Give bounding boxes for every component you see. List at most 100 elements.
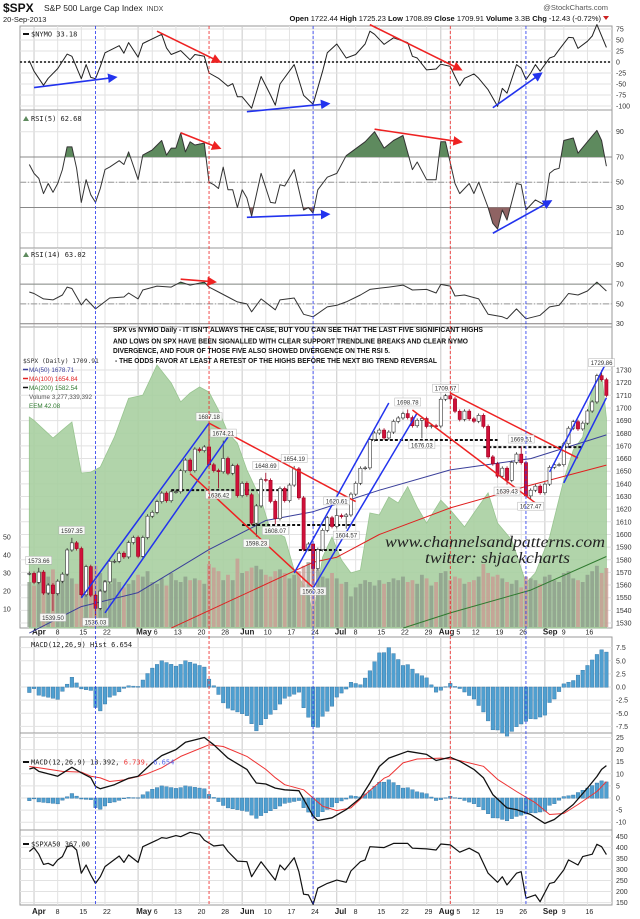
macd-hist-bar-overlay bbox=[244, 797, 249, 812]
macd-hist-bar bbox=[457, 686, 462, 689]
macd-hist-bar bbox=[372, 661, 377, 688]
volume-bar bbox=[490, 576, 495, 627]
y-tick-label: 1710 bbox=[616, 393, 632, 400]
volume-bar bbox=[533, 580, 538, 627]
candle-up bbox=[259, 479, 263, 507]
price-label: 1729.86 bbox=[591, 361, 613, 367]
ma200-line bbox=[402, 556, 607, 629]
x-tick-label: Sep bbox=[543, 628, 558, 637]
y-tick-label: -5.0 bbox=[616, 711, 628, 718]
panel-rsi14 bbox=[19, 247, 613, 328]
y-tick-label: 10 bbox=[616, 230, 624, 237]
candle-up bbox=[580, 422, 585, 430]
macd-hist-bar bbox=[377, 652, 382, 688]
volume-bar bbox=[216, 571, 221, 627]
rsi5-line bbox=[28, 129, 607, 230]
candle-up bbox=[178, 470, 183, 493]
macd-hist-bar bbox=[519, 686, 524, 725]
macd-hist-bar bbox=[571, 680, 576, 688]
macd-hist-bar-overlay bbox=[372, 786, 377, 799]
y-tick-label: 1580 bbox=[616, 557, 632, 564]
trendline-blue bbox=[563, 397, 608, 484]
volume-bar bbox=[268, 576, 273, 627]
volume-bar bbox=[65, 574, 70, 627]
macd-hist-bar bbox=[363, 677, 368, 688]
y-tick-label: 1570 bbox=[616, 570, 632, 577]
macd-hist-bar bbox=[65, 683, 70, 688]
ma50-line bbox=[29, 434, 607, 634]
macd-hist-bar-overlay bbox=[273, 797, 278, 809]
candle-up bbox=[334, 515, 339, 527]
price-label-box bbox=[209, 428, 237, 438]
macd-hist-bar bbox=[566, 681, 571, 688]
macd-hist-bar bbox=[140, 679, 145, 688]
volume-bar bbox=[495, 574, 500, 627]
macd-hist-bar-overlay bbox=[315, 797, 320, 817]
macd-hist-bar-overlay bbox=[65, 796, 70, 799]
macd-hist-bar-overlay bbox=[490, 797, 495, 819]
volume-bar bbox=[169, 573, 174, 627]
candle-up bbox=[140, 537, 145, 557]
macd-hist-bar-overlay bbox=[211, 797, 216, 799]
candle-up bbox=[55, 580, 60, 594]
trendline-blue bbox=[104, 436, 229, 614]
macd-hist-bar bbox=[500, 686, 505, 734]
candle-up bbox=[230, 465, 235, 474]
ma100-legend: MA(100) 1654.84 bbox=[29, 376, 78, 383]
x-tick-label: 12 bbox=[472, 909, 480, 916]
y-tick-label: -100 bbox=[616, 104, 630, 111]
macd-hist-bar bbox=[155, 664, 160, 688]
y-tick-label: 1700 bbox=[616, 405, 632, 412]
macd-hist-bar bbox=[192, 663, 197, 688]
candle-down bbox=[88, 566, 93, 596]
macd-hist-bar bbox=[188, 662, 193, 688]
candle-up bbox=[320, 530, 325, 550]
volume-bar bbox=[320, 576, 325, 627]
candle-down bbox=[538, 485, 543, 494]
ma200-legend: MA(200) 1582.54 bbox=[29, 385, 78, 392]
macd-hist-bar bbox=[410, 668, 415, 688]
candle-down bbox=[405, 413, 410, 418]
candle-up bbox=[386, 431, 391, 439]
macd-hist-bar bbox=[178, 664, 183, 688]
rsi14-legend: RSI(14) 63.02 bbox=[31, 251, 86, 259]
candle-up bbox=[443, 395, 448, 400]
macd-hist-bar bbox=[46, 686, 51, 698]
volume-bar bbox=[174, 580, 178, 627]
candle-down bbox=[297, 468, 301, 499]
volume-bar bbox=[55, 583, 60, 627]
macd-hist-bar bbox=[580, 670, 585, 688]
y-tick-label: -50 bbox=[616, 82, 626, 89]
signal-legend-value: 6.739, bbox=[124, 759, 149, 767]
quote-line: Open 1722.44 High 1725.23 Low 1708.89 Cl… bbox=[290, 14, 602, 23]
macd-hist-bar bbox=[102, 686, 107, 705]
macd-hist-bar bbox=[467, 686, 472, 696]
macd-hist-bar bbox=[453, 686, 458, 688]
watermark-website: www.channelsandpatterns.com bbox=[385, 534, 605, 551]
candle-up bbox=[509, 462, 514, 481]
x-tick-label: Jul bbox=[335, 907, 347, 916]
volume-bar bbox=[557, 582, 561, 627]
y-tick-label: 1650 bbox=[616, 469, 632, 476]
candle-up bbox=[419, 418, 424, 421]
candle-down bbox=[467, 410, 472, 420]
price-label: 1573.66 bbox=[28, 559, 50, 565]
open-label: Open bbox=[290, 14, 310, 23]
volume-bar bbox=[339, 583, 344, 627]
macd-hist-bar bbox=[424, 677, 429, 688]
macd-hist-bar-overlay bbox=[46, 797, 51, 804]
volume-bar bbox=[60, 580, 65, 627]
volume-bar bbox=[486, 573, 491, 627]
y-tick-label: 1730 bbox=[616, 368, 632, 375]
volume-bar bbox=[547, 574, 552, 627]
nymo-legend: $NYMO 33.18 bbox=[31, 31, 77, 39]
index-name: S&P 500 Large Cap Index bbox=[44, 3, 143, 13]
x-tick-label: 12 bbox=[472, 630, 480, 637]
macd-hist-bar bbox=[131, 685, 136, 688]
volume-label: Volume bbox=[486, 14, 513, 23]
candle-up bbox=[117, 552, 122, 562]
y-tick-label: 200 bbox=[616, 889, 628, 896]
macd-hist-bar-overlay bbox=[197, 787, 202, 799]
volume-bar bbox=[467, 582, 472, 627]
